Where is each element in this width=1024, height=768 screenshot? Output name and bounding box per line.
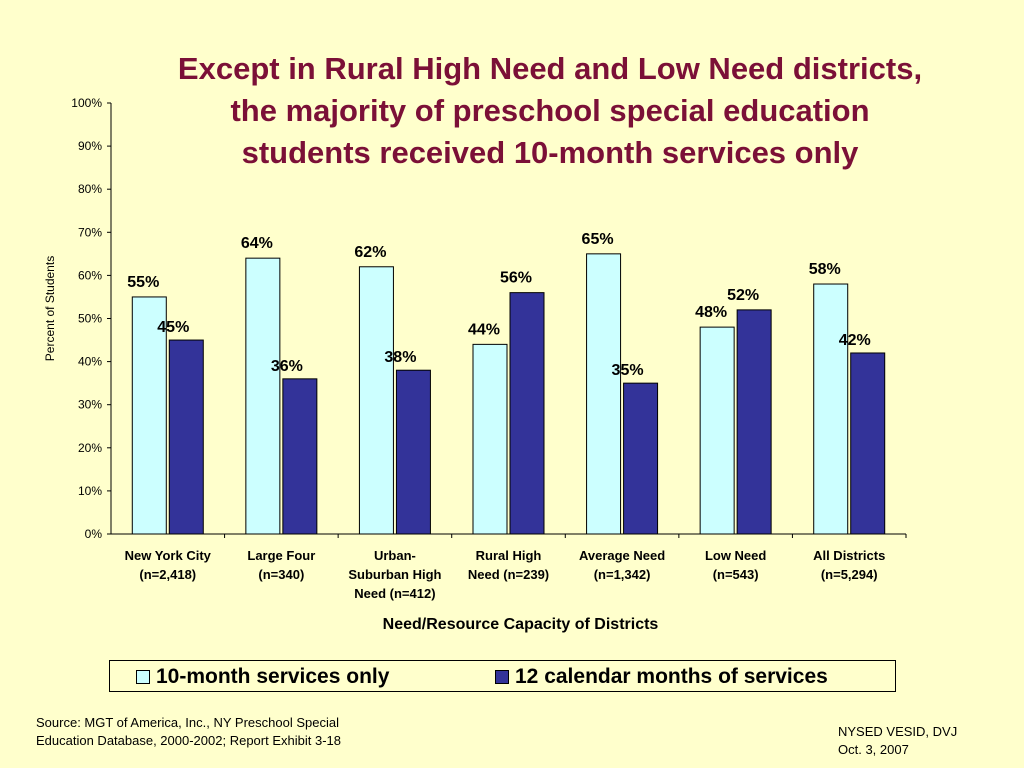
bar-12-month [850,352,886,535]
source-line: Source: MGT of America, Inc., NY Prescho… [36,715,339,730]
y-tick-label: 100% [71,96,102,110]
data-label-12-month: 42% [839,332,871,349]
x-category-label: (n=5,294) [821,567,878,582]
y-tick-label: 70% [78,225,102,239]
data-label-12-month: 35% [612,362,644,379]
y-tick-label: 50% [78,312,102,326]
x-category-label: Low Need [705,548,766,563]
x-category-label: Need (n=412) [354,586,435,601]
bar-10-month [358,266,394,535]
bar-10-month [472,343,508,535]
legend-item-12-month: 12 calendar months of services [495,665,828,689]
data-label-10-month: 64% [241,235,273,252]
bar-12-month [282,378,318,535]
credit-note: NYSED VESID, DVJ Oct. 3, 2007 [838,723,957,759]
legend-label: 10-month services only [156,665,390,688]
bar-10-month [813,283,849,535]
y-tick-label: 40% [78,355,102,369]
x-category-label: (n=340) [258,567,304,582]
bar-12-month [736,309,772,535]
title-line: the majority of preschool special educat… [230,93,870,128]
source-note: Source: MGT of America, Inc., NY Prescho… [36,714,341,750]
credit-line: Oct. 3, 2007 [838,742,909,757]
y-tick-label: 0% [85,527,103,541]
x-axis-title: Need/Resource Capacity of Districts [383,616,659,633]
data-label-12-month: 45% [157,319,189,336]
bar-12-month [395,369,431,535]
x-category-label: Need (n=239) [468,567,549,582]
x-category-label: (n=543) [713,567,759,582]
x-category-label: Large Four [247,548,315,563]
y-tick-label: 10% [78,484,102,498]
data-label-10-month: 62% [354,244,386,261]
bar-12-month [168,339,204,535]
legend-label: 12 calendar months of services [515,665,828,688]
x-category-label: (n=1,342) [594,567,651,582]
bar-12-month [509,292,545,535]
credit-line: NYSED VESID, DVJ [838,724,958,739]
slide-title: Except in Rural High Need and Low Need d… [120,48,980,174]
data-label-12-month: 56% [500,270,532,287]
chart-legend: 10-month services only 12 calendar month… [109,660,896,692]
data-label-12-month: 52% [727,287,759,304]
x-category-label: Rural High [476,548,542,563]
data-label-12-month: 36% [271,358,303,375]
title-line: students received 10-month services only [241,135,859,170]
y-axis-title: Percent of Students [43,256,57,361]
data-label-12-month: 38% [384,349,416,366]
x-category-label: All Districts [813,548,885,563]
x-category-label: Average Need [579,548,665,563]
y-tick-label: 60% [78,268,102,282]
bar-12-month [623,382,659,535]
legend-item-10-month: 10-month services only [136,665,389,689]
source-line: Education Database, 2000-2002; Report Ex… [36,733,341,748]
bar-10-month [586,253,622,535]
y-tick-label: 80% [78,182,102,196]
title-line: Except in Rural High Need and Low Need d… [177,51,923,86]
data-label-10-month: 55% [127,274,159,291]
bar-10-month [699,326,735,535]
x-category-label: (n=2,418) [139,567,196,582]
x-category-label: Suburban High [348,567,441,582]
data-label-10-month: 65% [582,231,614,248]
legend-swatch-10-month [136,670,150,684]
data-label-10-month: 44% [468,321,500,338]
legend-swatch-12-month [495,670,509,684]
y-tick-label: 90% [78,139,102,153]
x-category-label: New York City [125,548,212,563]
y-tick-label: 30% [78,398,102,412]
data-label-10-month: 48% [695,304,727,321]
x-category-label: Urban- [374,548,416,563]
bar-10-month [245,257,281,535]
y-tick-label: 20% [78,441,102,455]
bar-10-month [131,296,167,535]
data-label-10-month: 58% [809,261,841,278]
